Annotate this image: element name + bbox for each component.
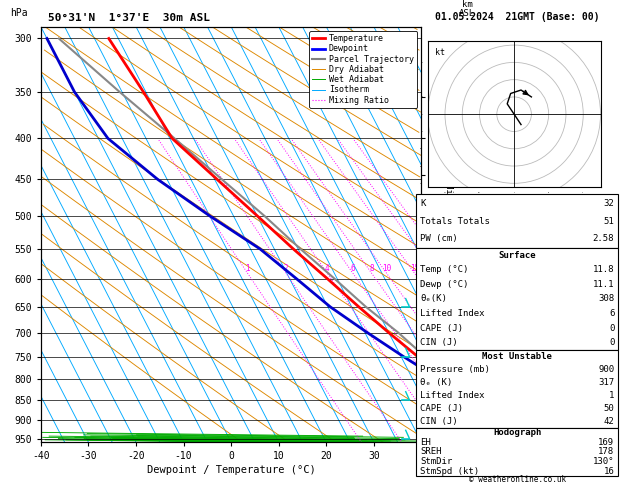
Text: 178: 178 (598, 448, 615, 456)
Bar (416, 428, 618, 476)
Text: Pressure (mb): Pressure (mb) (420, 365, 490, 374)
Text: © weatheronline.co.uk: © weatheronline.co.uk (469, 474, 566, 484)
Y-axis label: Mixing Ratio (g/kg): Mixing Ratio (g/kg) (444, 183, 453, 286)
Text: Dewp (°C): Dewp (°C) (420, 280, 469, 289)
Text: Lifted Index: Lifted Index (420, 391, 485, 400)
Text: 308: 308 (598, 295, 615, 303)
Text: 11.8: 11.8 (593, 265, 615, 274)
Text: 317: 317 (598, 378, 615, 387)
Text: kt: kt (435, 49, 445, 57)
Text: CAPE (J): CAPE (J) (420, 324, 464, 332)
Text: 50: 50 (604, 404, 615, 413)
Text: CIN (J): CIN (J) (420, 417, 458, 426)
Text: PW (cm): PW (cm) (420, 234, 458, 243)
Bar (416, 248, 618, 350)
Text: 6: 6 (350, 264, 355, 273)
Text: Totals Totals: Totals Totals (420, 217, 490, 226)
Text: 6: 6 (609, 309, 615, 318)
Text: 42: 42 (604, 417, 615, 426)
Text: SREH: SREH (420, 448, 442, 456)
Text: Hodograph: Hodograph (493, 428, 542, 437)
Text: CIN (J): CIN (J) (420, 338, 458, 347)
Text: Lifted Index: Lifted Index (420, 309, 485, 318)
Legend: Temperature, Dewpoint, Parcel Trajectory, Dry Adiabat, Wet Adiabat, Isotherm, Mi: Temperature, Dewpoint, Parcel Trajectory… (309, 31, 417, 108)
Bar (416, 350, 618, 428)
Text: K: K (420, 199, 426, 208)
Text: StmSpd (kt): StmSpd (kt) (420, 467, 479, 476)
Text: 4: 4 (325, 264, 330, 273)
Text: 130°: 130° (593, 457, 615, 466)
Bar (416, 194, 618, 248)
Text: 2.58: 2.58 (593, 234, 615, 243)
Text: 32: 32 (604, 199, 615, 208)
X-axis label: Dewpoint / Temperature (°C): Dewpoint / Temperature (°C) (147, 466, 316, 475)
Text: 16: 16 (604, 467, 615, 476)
Text: Surface: Surface (499, 251, 536, 260)
Text: 0: 0 (609, 338, 615, 347)
Text: 2: 2 (284, 264, 288, 273)
Text: 900: 900 (598, 365, 615, 374)
Text: 01.05.2024  21GMT (Base: 00): 01.05.2024 21GMT (Base: 00) (435, 12, 599, 22)
Text: StmDir: StmDir (420, 457, 453, 466)
Text: 15: 15 (410, 264, 420, 273)
Text: θₑ(K): θₑ(K) (420, 295, 447, 303)
Text: 169: 169 (598, 438, 615, 447)
Text: 1: 1 (245, 264, 250, 273)
Text: 50°31'N  1°37'E  30m ASL: 50°31'N 1°37'E 30m ASL (48, 13, 211, 23)
Text: 8: 8 (369, 264, 374, 273)
Text: 51: 51 (604, 217, 615, 226)
Text: EH: EH (420, 438, 431, 447)
Text: hPa: hPa (11, 8, 28, 18)
Text: Temp (°C): Temp (°C) (420, 265, 469, 274)
Text: Most Unstable: Most Unstable (482, 352, 552, 361)
Text: 10: 10 (382, 264, 391, 273)
Text: CAPE (J): CAPE (J) (420, 404, 464, 413)
Text: 0: 0 (609, 324, 615, 332)
Text: LCL: LCL (422, 434, 437, 442)
Text: 1: 1 (609, 391, 615, 400)
Text: θₑ (K): θₑ (K) (420, 378, 453, 387)
Text: km
ASL: km ASL (459, 0, 475, 18)
Text: 11.1: 11.1 (593, 280, 615, 289)
